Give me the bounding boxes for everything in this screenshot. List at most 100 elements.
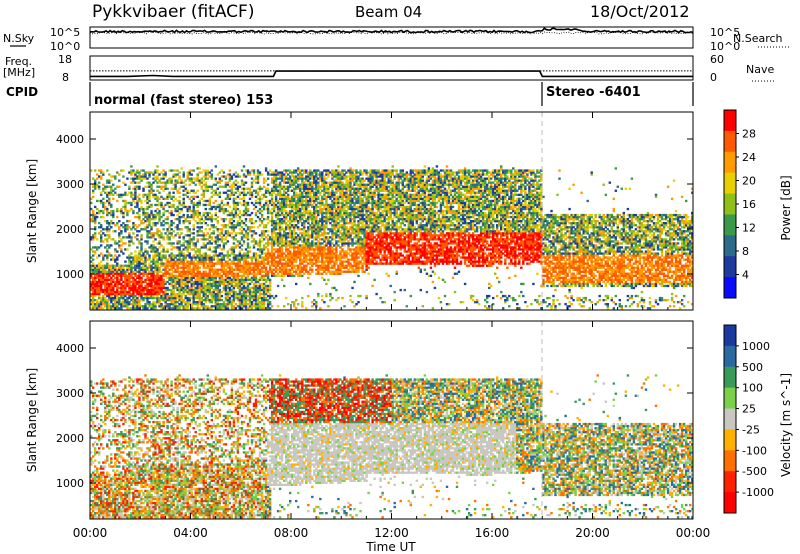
data-cell (273, 252, 275, 254)
data-cell (116, 222, 118, 224)
data-cell (205, 281, 207, 283)
data-cell (281, 175, 283, 177)
data-cell (243, 196, 245, 198)
data-cell (126, 178, 128, 180)
data-cell (299, 200, 301, 202)
data-cell (227, 275, 229, 277)
data-cell (321, 204, 323, 206)
data-cell (199, 263, 201, 265)
data-cell (138, 198, 140, 200)
data-cell (321, 277, 323, 279)
data-cell (203, 192, 205, 194)
data-cell (219, 275, 221, 277)
data-cell (199, 277, 201, 279)
data-cell (245, 182, 247, 184)
data-cell (150, 226, 152, 228)
data-cell (243, 240, 245, 242)
data-cell (98, 188, 100, 190)
data-cell (247, 210, 249, 212)
data-cell (251, 234, 253, 236)
data-cell (134, 190, 136, 192)
data-cell (178, 196, 180, 198)
data-cell (259, 301, 261, 303)
data-cell (219, 204, 221, 206)
data-cell (130, 165, 132, 167)
data-cell (130, 240, 132, 242)
data-cell (267, 250, 269, 252)
data-cell (305, 198, 307, 200)
data-cell (239, 287, 241, 289)
data-cell (299, 265, 301, 267)
data-cell (239, 254, 241, 256)
data-cell (313, 299, 315, 301)
data-cell (213, 230, 215, 232)
data-cell (183, 173, 185, 175)
data-cell (146, 226, 148, 228)
data-cell (281, 222, 283, 224)
data-cell (172, 206, 174, 208)
data-cell (199, 228, 201, 230)
data-cell (160, 291, 162, 293)
data-cell (189, 198, 191, 200)
data-cell (267, 171, 269, 173)
data-cell (160, 171, 162, 173)
data-cell (150, 265, 152, 267)
data-cell (178, 212, 180, 214)
data-cell (305, 265, 307, 267)
data-cell (319, 244, 321, 246)
data-cell (239, 218, 241, 220)
data-cell (247, 285, 249, 287)
data-cell (191, 279, 193, 281)
data-cell (180, 283, 182, 285)
data-cell (253, 169, 255, 171)
data-cell (193, 169, 195, 171)
data-cell (249, 271, 251, 273)
data-cell (283, 190, 285, 192)
data-cell (239, 263, 241, 265)
data-cell (257, 267, 259, 269)
data-cell (172, 214, 174, 216)
data-cell (176, 277, 178, 279)
data-cell (319, 194, 321, 196)
data-cell (219, 171, 221, 173)
data-cell (207, 173, 209, 175)
data-cell (273, 208, 275, 210)
data-cell (259, 263, 261, 265)
data-cell (102, 204, 104, 206)
data-cell (189, 192, 191, 194)
data-cell (313, 250, 315, 252)
data-cell (187, 275, 189, 277)
data-cell (164, 254, 166, 256)
data-cell (142, 275, 144, 277)
data-cell (289, 222, 291, 224)
data-cell (273, 202, 275, 204)
data-cell (136, 169, 138, 171)
data-cell (215, 248, 217, 250)
data-cell (100, 265, 102, 267)
data-cell (215, 212, 217, 214)
data-cell (160, 204, 162, 206)
data-cell (265, 167, 267, 169)
data-cell (255, 214, 257, 216)
data-cell (146, 275, 148, 277)
data-cell (118, 234, 120, 236)
data-cell (160, 289, 162, 291)
data-cell (199, 214, 201, 216)
data-cell (122, 212, 124, 214)
data-cell (239, 228, 241, 230)
data-cell (323, 271, 325, 273)
data-cell (293, 230, 295, 232)
data-cell (102, 212, 104, 214)
data-cell (108, 236, 110, 238)
data-cell (217, 173, 219, 175)
data-cell (197, 178, 199, 180)
data-cell (106, 196, 108, 198)
data-cell (317, 232, 319, 234)
data-cell (138, 287, 140, 289)
data-cell (319, 206, 321, 208)
data-cell (211, 242, 213, 244)
data-cell (209, 198, 211, 200)
data-cell (166, 293, 168, 295)
data-cell (315, 208, 317, 210)
data-cell (183, 236, 185, 238)
